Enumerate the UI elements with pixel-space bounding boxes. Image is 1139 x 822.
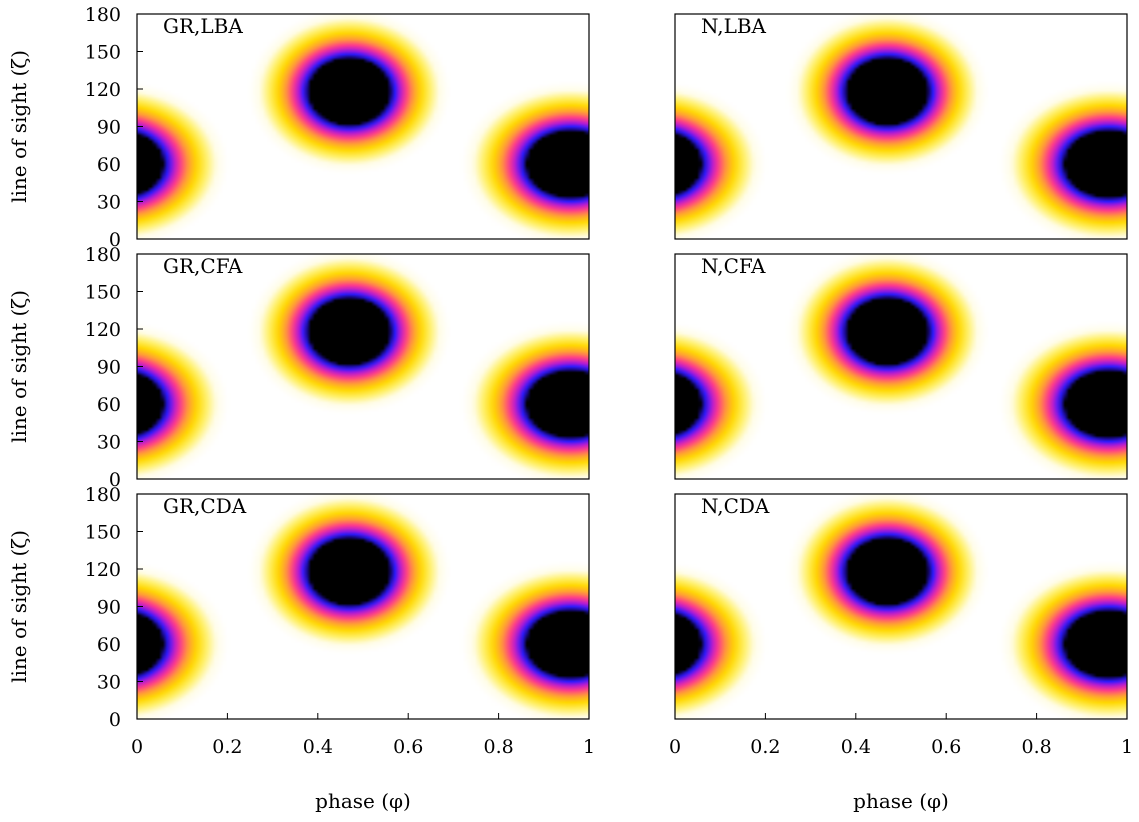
y-tick-label: 120 <box>85 319 121 341</box>
y-tick-label: 90 <box>97 117 121 139</box>
panel-label: GR,LBA <box>163 14 243 38</box>
y-tick-label: 0 <box>109 469 121 491</box>
x-axis-labels: phase (φ) phase (φ) <box>315 789 949 813</box>
y-tick-label: 30 <box>97 432 121 454</box>
panel-frame <box>674 253 1128 480</box>
x-axis-label: phase (φ) <box>315 789 411 813</box>
panel-frame <box>674 13 1128 240</box>
panel-label: N,LBA <box>701 14 767 38</box>
heatmap-image <box>675 494 1127 719</box>
x-tick-label: 0.6 <box>393 736 423 758</box>
x-tick-label: 0.8 <box>1021 736 1051 758</box>
x-tick-label: 1 <box>1121 736 1133 758</box>
y-tick-label: 60 <box>97 154 121 176</box>
y-axis-label: line of sight (ζ) <box>7 530 31 683</box>
x-tick-label: 0 <box>131 736 143 758</box>
y-axis-label: line of sight (ζ) <box>7 50 31 203</box>
heatmap-image <box>675 14 1127 239</box>
x-tick-label: 0.4 <box>841 736 871 758</box>
x-tick-label: 0.4 <box>303 736 333 758</box>
panel-gr-cfa: GR,CFA 0 30 60 90 120 150 180 <box>85 244 590 491</box>
y-tick-label: 30 <box>97 672 121 694</box>
y-tick-label: 180 <box>85 4 121 26</box>
y-tick-label: 150 <box>85 282 121 304</box>
panel-label: N,CFA <box>701 254 766 278</box>
x-tick-label: 1 <box>583 736 595 758</box>
y-tick-label: 180 <box>85 484 121 506</box>
panel-n-lba: N,LBA <box>674 13 1128 240</box>
panels-layer: GR,LBA 0 30 60 90 120 150 180 N,LBA GR,CFA 0 30 60 90… <box>85 4 1133 758</box>
heatmap-image <box>137 254 589 479</box>
y-tick-label: 120 <box>85 79 121 101</box>
y-axis-labels: line of sight (ζ) line of sight (ζ) line o… <box>7 50 31 683</box>
y-tick-label: 90 <box>97 357 121 379</box>
y-tick-label: 90 <box>97 597 121 619</box>
x-tick-label: 0.6 <box>931 736 961 758</box>
panel-label: GR,CFA <box>163 254 243 278</box>
y-tick-label: 60 <box>97 394 121 416</box>
x-tick-label: 0 <box>669 736 681 758</box>
x-tick-label: 0.8 <box>483 736 513 758</box>
y-axis-label: line of sight (ζ) <box>7 290 31 443</box>
panel-n-cfa: N,CFA <box>674 253 1128 480</box>
y-tick-label: 0 <box>109 229 121 251</box>
panel-n-cda: N,CDA 0 0.2 0.4 0.6 0.8 1 <box>669 493 1133 758</box>
y-tick-label: 150 <box>85 522 121 544</box>
y-tick-label: 180 <box>85 244 121 266</box>
x-axis-label: phase (φ) <box>853 789 949 813</box>
heatmap-image <box>137 14 589 239</box>
panel-label: GR,CDA <box>163 494 247 518</box>
y-tick-label: 30 <box>97 192 121 214</box>
panel-label: N,CDA <box>701 494 770 518</box>
y-tick-label: 150 <box>85 42 121 64</box>
heatmap-image <box>675 254 1127 479</box>
y-tick-label: 120 <box>85 559 121 581</box>
y-tick-label: 60 <box>97 634 121 656</box>
x-tick-label: 0.2 <box>212 736 242 758</box>
panel-gr-lba: GR,LBA 0 30 60 90 120 150 180 <box>85 4 590 251</box>
panel-frame <box>674 493 1128 720</box>
heatmap-image <box>137 494 589 719</box>
panel-gr-cda: GR,CDA 0 30 60 90 120 150 180 0 0.2 0.4 0.6 0.8 1 <box>85 484 595 758</box>
x-tick-label: 0.2 <box>750 736 780 758</box>
y-tick-label: 0 <box>109 709 121 731</box>
